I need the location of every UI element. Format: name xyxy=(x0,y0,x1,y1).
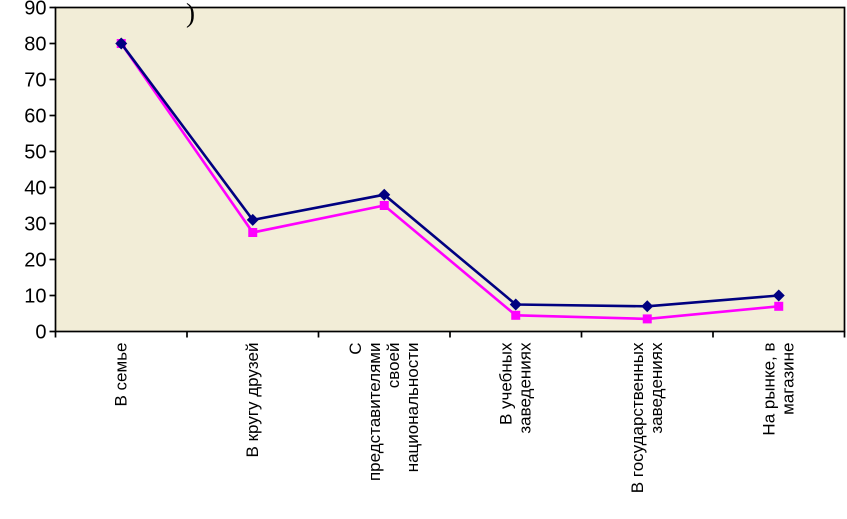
series-line-series-1-navy xyxy=(120,42,779,308)
x-axis-category-label: заведениях xyxy=(647,342,666,434)
x-axis-category-label: С xyxy=(346,343,365,355)
x-axis-category-label: своей xyxy=(384,343,403,389)
series-marker-square xyxy=(642,314,652,324)
series-marker-square xyxy=(379,201,389,210)
series-marker-diamond xyxy=(509,298,522,311)
y-axis-tick-label: 20 xyxy=(24,250,46,272)
y-axis-tick-label: 90 xyxy=(24,0,46,20)
series-marker-diamond xyxy=(378,188,391,201)
x-axis-category-label: магазине xyxy=(778,343,797,415)
series-marker-diamond xyxy=(772,289,785,302)
series-marker-diamond xyxy=(641,300,654,313)
plot-area xyxy=(54,6,846,333)
y-axis-tick-label: 0 xyxy=(35,322,46,344)
x-axis-category-label: В учебных xyxy=(496,342,515,425)
y-axis-tick-label: 30 xyxy=(24,214,46,236)
x-axis-category-label: В кругу друзей xyxy=(243,343,262,458)
series-marker-diamond xyxy=(115,37,128,50)
y-axis-tick-label: 70 xyxy=(24,70,46,92)
x-axis-category-label: В государственных xyxy=(628,342,647,493)
x-axis-category-label: представителями xyxy=(365,343,384,482)
y-axis-tick-label: 40 xyxy=(24,178,46,200)
chart-title-fragment: ) xyxy=(186,0,195,28)
series-marker-square xyxy=(248,228,258,237)
x-axis-category-label: В семье xyxy=(111,343,130,407)
y-axis-tick-label: 80 xyxy=(24,34,46,56)
y-axis-tick-label: 10 xyxy=(24,286,46,308)
series-marker-diamond xyxy=(246,213,259,226)
series-marker-square xyxy=(511,310,521,320)
series-marker-square xyxy=(774,301,784,311)
y-axis-tick-label: 60 xyxy=(24,106,46,128)
x-axis-category-label: заведениях xyxy=(515,342,534,434)
x-axis-category-label: На рынке, в xyxy=(759,343,778,436)
x-axis-category-label: национальности xyxy=(403,343,422,473)
series-line-series-2-magenta xyxy=(120,42,779,321)
y-axis-tick-label: 50 xyxy=(24,142,46,164)
